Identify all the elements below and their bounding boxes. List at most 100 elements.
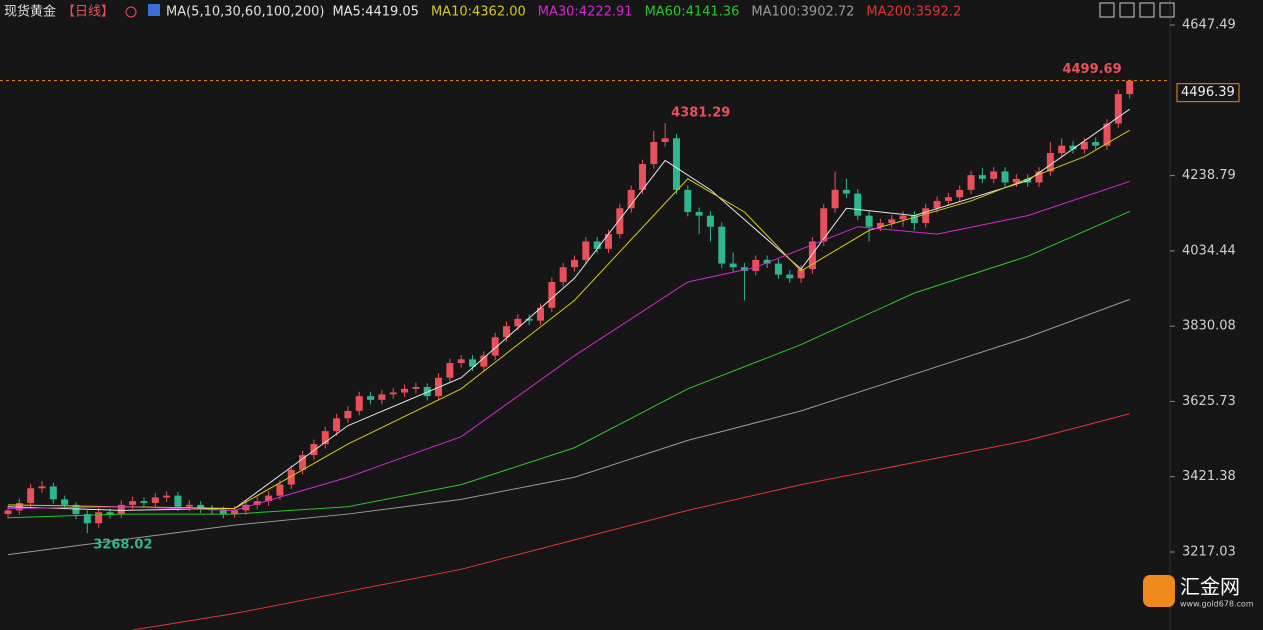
candle-body [808, 241, 816, 270]
candle-body [650, 141, 658, 165]
candle-body [333, 418, 341, 432]
y-tick-label: 3625.73 [1182, 394, 1236, 409]
candle-body [638, 164, 646, 190]
candle-body [95, 512, 103, 524]
candle-body [401, 388, 409, 393]
candle-body [310, 444, 318, 456]
tool-button[interactable] [1099, 2, 1115, 18]
candle-body [27, 488, 35, 504]
candle-body [276, 484, 284, 496]
candle-body [1126, 80, 1134, 95]
candle-body [185, 504, 193, 507]
candle-body [593, 241, 601, 249]
toolbar [1099, 2, 1175, 18]
legend-entry: MA200:3592.2 [866, 5, 961, 20]
candle-body [956, 189, 964, 198]
last-price-label: 4496.39 [1181, 85, 1235, 100]
candle-body [899, 215, 907, 220]
candle-body [978, 175, 986, 179]
candle-body [729, 263, 737, 268]
candle-body [616, 208, 624, 235]
settings-icon[interactable] [125, 6, 137, 18]
annotation: 4381.29 [671, 106, 730, 121]
candle-body [695, 211, 703, 216]
candle-body [253, 501, 261, 505]
y-tick-label: 4034.44 [1182, 243, 1236, 258]
candle-body [491, 337, 499, 356]
legend-entry: MA10:4362.00 [431, 5, 526, 20]
tool-button[interactable] [1119, 2, 1135, 18]
candle-body [151, 497, 159, 504]
candle-body [299, 455, 307, 470]
candle-body [525, 318, 533, 321]
legend-entry: MA5:4419.05 [332, 5, 419, 20]
candle-body [865, 215, 873, 227]
header: 现货黄金 【日线】 MA(5,10,30,60,100,200) MA5:441… [4, 4, 961, 20]
candle-body [242, 504, 250, 511]
candle-body [197, 504, 205, 509]
candle-body [480, 355, 488, 367]
candle-body [83, 514, 91, 524]
candle-body [548, 281, 556, 308]
candle-body [876, 223, 884, 227]
candle-body [786, 274, 794, 279]
tool-button[interactable] [1139, 2, 1155, 18]
candle-body [446, 363, 454, 378]
y-tick-label: 3217.03 [1182, 544, 1236, 559]
ma-line [7, 298, 1130, 556]
candle-body [990, 171, 998, 179]
candle-body [457, 359, 465, 364]
candle-body [367, 396, 375, 400]
candle-body [967, 175, 975, 190]
candle-body [140, 501, 148, 504]
ma-line [7, 211, 1130, 519]
candle-body [1012, 178, 1020, 183]
candle-body [1069, 145, 1077, 150]
candle-body [174, 495, 182, 507]
candle-body [672, 138, 680, 190]
candle-body [627, 189, 635, 209]
ma-line [7, 180, 1130, 511]
candle-body [582, 241, 590, 260]
candle-body [718, 226, 726, 264]
candle-body [344, 410, 352, 419]
period[interactable]: 【日线】 [62, 5, 114, 20]
candle-body [820, 208, 828, 242]
candle-body [1001, 171, 1009, 183]
ma-line [132, 413, 1130, 630]
candle-body [1058, 145, 1066, 154]
annotation: 4499.69 [1062, 62, 1121, 77]
candle-body [378, 394, 386, 400]
candle-body [1046, 153, 1054, 172]
candle-body [661, 138, 669, 142]
candle-body [38, 486, 46, 489]
y-tick-label: 4647.49 [1182, 18, 1236, 33]
candle-body [469, 359, 477, 367]
candle-body [389, 392, 397, 395]
candle-body [231, 510, 239, 515]
candle-body [1092, 141, 1100, 146]
candle-body [423, 386, 431, 397]
candle-body [503, 326, 511, 338]
indicator-icon[interactable] [148, 4, 160, 16]
tool-button[interactable] [1159, 2, 1175, 18]
candle-body [910, 215, 918, 224]
candle-body [129, 501, 137, 505]
candle-body [752, 259, 760, 271]
candle-body [684, 189, 692, 212]
candle-body [604, 234, 612, 249]
candle-body [72, 504, 80, 515]
last-price-box [1176, 83, 1240, 103]
candle-body [219, 510, 227, 515]
candle-body [1114, 94, 1122, 124]
indicator: MA(5,10,30,60,100,200) [166, 5, 324, 20]
candle-body [1080, 141, 1088, 150]
candle-body [831, 189, 839, 209]
candle-body [287, 469, 295, 485]
logo: 汇金网 www.gold678.com [1143, 575, 1254, 609]
candle-body [842, 189, 850, 194]
legend-entry: MA60:4141.36 [645, 5, 740, 20]
candle-body [774, 263, 782, 275]
